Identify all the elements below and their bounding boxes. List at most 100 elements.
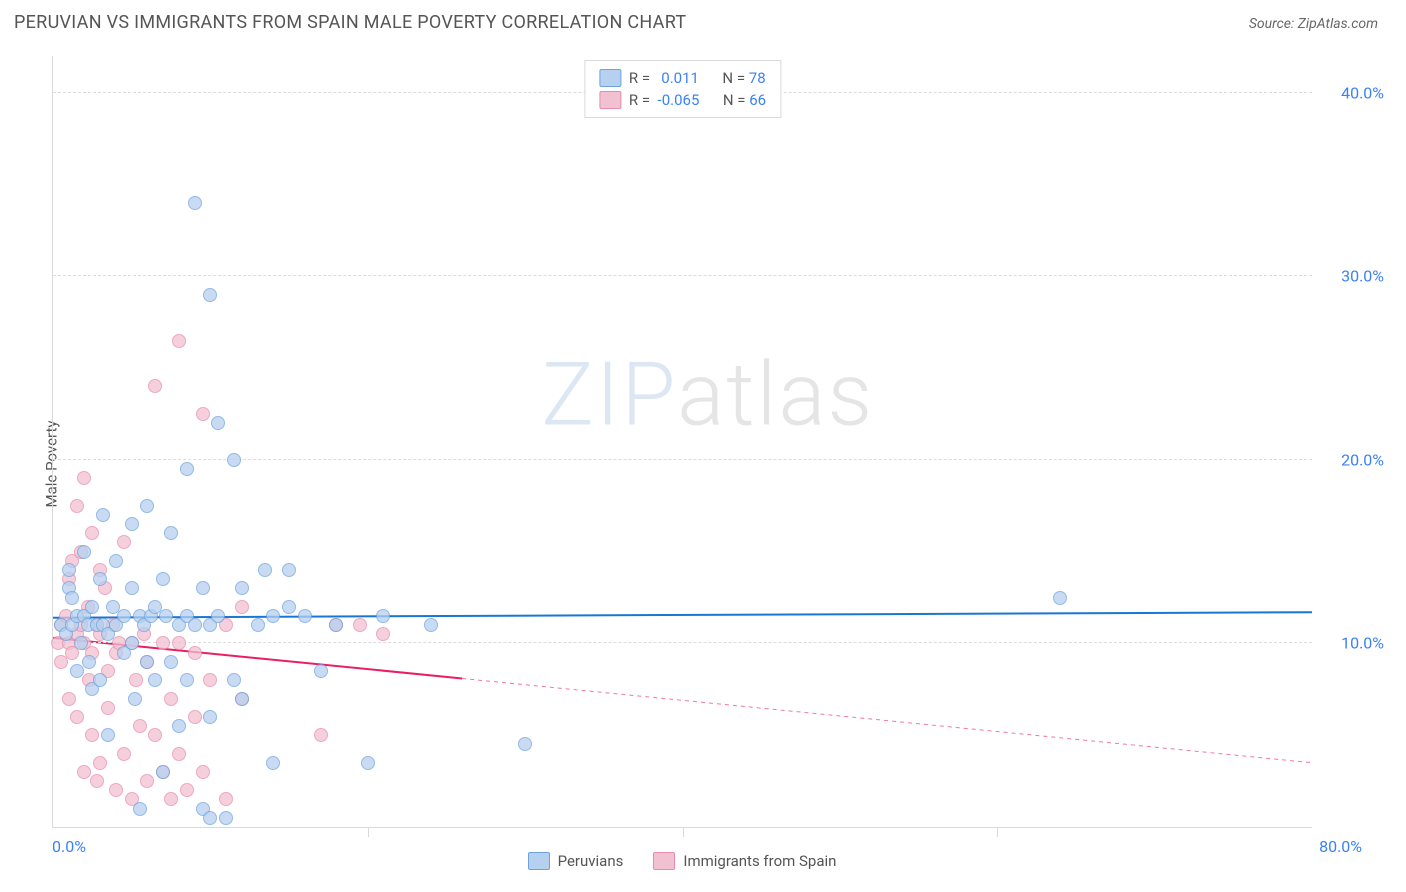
data-point <box>90 618 104 632</box>
data-point <box>59 609 73 623</box>
data-point <box>376 627 390 641</box>
data-point <box>125 792 139 806</box>
y-tick-label: 20.0% <box>1341 450 1384 469</box>
data-point <box>140 499 154 513</box>
data-point <box>101 701 115 715</box>
data-point <box>85 600 99 614</box>
r-value-peruvians: 0.011 <box>661 69 699 87</box>
data-point <box>148 600 162 614</box>
chart-title: PERUVIAN VS IMMIGRANTS FROM SPAIN MALE P… <box>14 12 686 33</box>
data-point <box>219 792 233 806</box>
plot-area: ZIPatlas R = 0.011 N = 78 R = - <box>52 56 1312 828</box>
data-point <box>329 618 343 632</box>
data-point <box>54 618 68 632</box>
data-point <box>251 618 265 632</box>
data-point <box>77 765 91 779</box>
data-point <box>188 710 202 724</box>
data-point <box>106 600 120 614</box>
data-point <box>159 609 173 623</box>
data-point <box>109 783 123 797</box>
data-point <box>109 618 123 632</box>
legend-label-spain: Immigrants from Spain <box>683 852 836 870</box>
data-point <box>235 600 249 614</box>
data-point <box>133 719 147 733</box>
n-stat-spain: N = 66 <box>723 91 766 109</box>
data-point <box>211 416 225 430</box>
data-point <box>117 535 131 549</box>
source-label: Source: <box>1249 16 1294 32</box>
data-point <box>77 545 91 559</box>
data-point <box>148 728 162 742</box>
gridline <box>53 275 1312 276</box>
swatch-peruvians <box>599 69 621 87</box>
data-point <box>180 783 194 797</box>
data-point <box>227 673 241 687</box>
data-point <box>148 673 162 687</box>
data-point <box>59 627 73 641</box>
data-point <box>188 196 202 210</box>
data-point <box>93 563 107 577</box>
data-point <box>65 554 79 568</box>
r-stat-peruvians: R = 0.011 <box>629 69 699 87</box>
data-point <box>282 600 296 614</box>
data-point <box>112 636 126 650</box>
data-point <box>376 609 390 623</box>
source-link[interactable]: ZipAtlas.com <box>1298 16 1378 32</box>
r-label: R = <box>629 91 650 109</box>
data-point <box>65 618 79 632</box>
data-point <box>125 636 139 650</box>
data-point <box>81 618 95 632</box>
data-point <box>196 802 210 816</box>
data-point <box>70 710 84 724</box>
data-point <box>258 563 272 577</box>
data-point <box>196 765 210 779</box>
data-point <box>62 563 76 577</box>
legend-row-peruvians: R = 0.011 N = 78 <box>599 69 766 87</box>
data-point <box>164 792 178 806</box>
n-label: N = <box>723 91 746 109</box>
data-point <box>98 581 112 595</box>
data-point <box>109 646 123 660</box>
data-point <box>282 563 296 577</box>
data-point <box>65 646 79 660</box>
n-value-spain: 66 <box>749 91 766 109</box>
data-point <box>117 646 131 660</box>
data-point <box>219 618 233 632</box>
n-value-peruvians: 78 <box>749 69 766 87</box>
data-point <box>235 581 249 595</box>
swatch-spain <box>599 91 621 109</box>
data-point <box>266 756 280 770</box>
data-point <box>125 636 139 650</box>
x-tick <box>683 827 684 837</box>
regression-lines <box>53 56 1312 827</box>
data-point <box>314 664 328 678</box>
data-point <box>219 811 233 825</box>
data-point <box>203 673 217 687</box>
data-point <box>117 747 131 761</box>
data-point <box>140 655 154 669</box>
gridline <box>53 642 1312 643</box>
data-point <box>70 609 84 623</box>
data-point <box>156 765 170 779</box>
data-point <box>96 618 110 632</box>
data-point <box>133 609 147 623</box>
watermark-atlas: atlas <box>677 344 874 447</box>
data-point <box>82 673 96 687</box>
data-point <box>188 646 202 660</box>
data-point <box>106 618 120 632</box>
x-axis-max-label: 80.0% <box>1319 837 1362 856</box>
data-point <box>70 627 84 641</box>
watermark: ZIPatlas <box>541 344 874 447</box>
data-point <box>93 756 107 770</box>
data-point <box>74 618 88 632</box>
data-point <box>361 756 375 770</box>
data-point <box>77 609 91 623</box>
data-point <box>85 682 99 696</box>
data-point <box>188 618 202 632</box>
watermark-zip: ZIP <box>541 344 677 447</box>
x-tick <box>368 827 369 837</box>
data-point <box>70 664 84 678</box>
swatch-icon <box>528 852 550 870</box>
data-point <box>101 728 115 742</box>
data-point <box>51 636 65 650</box>
